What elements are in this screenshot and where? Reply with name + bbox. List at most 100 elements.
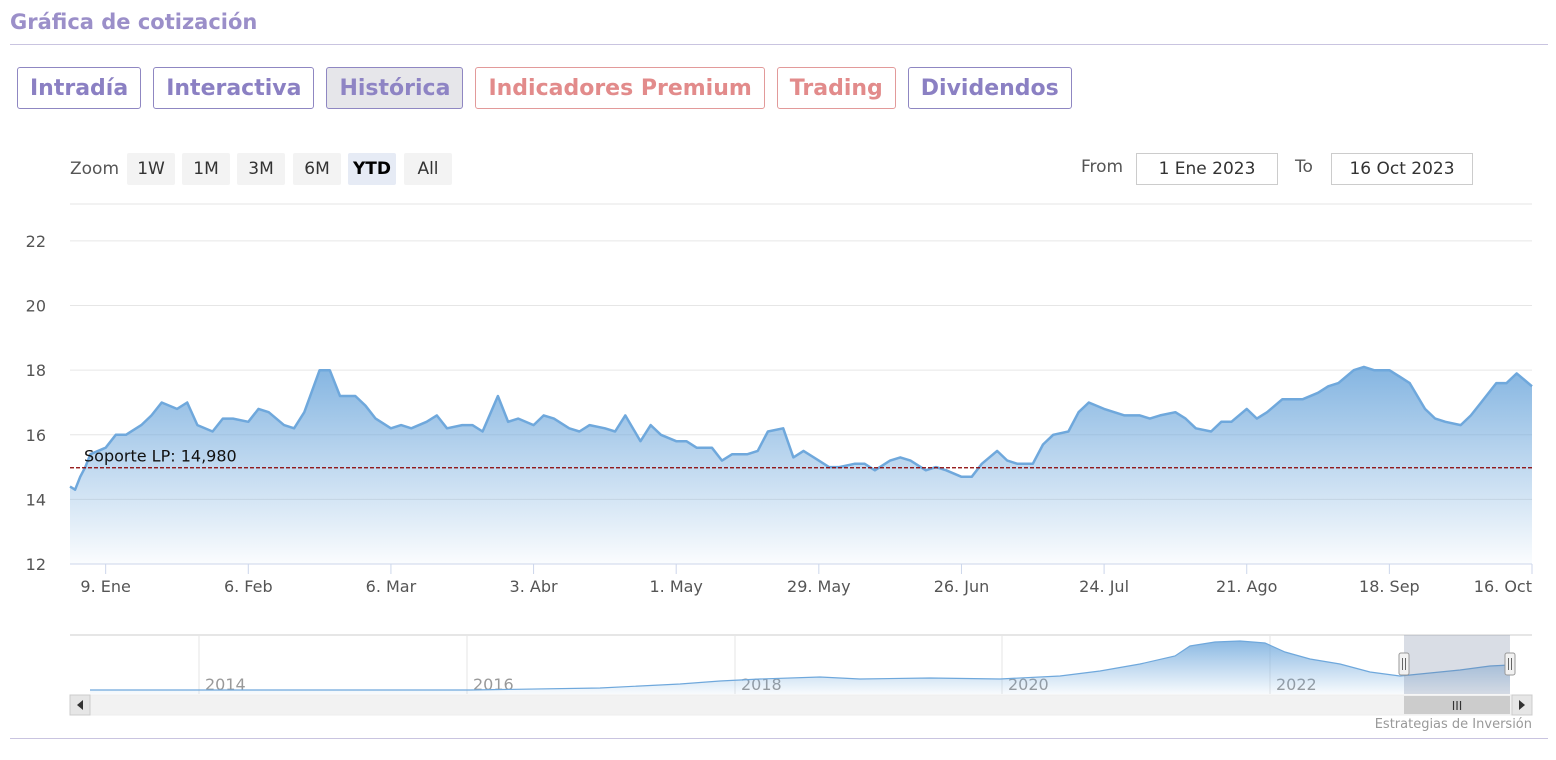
price-point — [588, 424, 591, 427]
price-point — [232, 417, 235, 420]
tab-trading[interactable]: Trading — [776, 67, 896, 109]
price-point — [568, 427, 571, 430]
price-point — [283, 424, 286, 427]
price-point — [1459, 424, 1462, 427]
price-point — [1495, 382, 1498, 385]
price-point — [79, 475, 82, 478]
price-point — [1123, 414, 1126, 417]
price-point — [1301, 398, 1304, 401]
support-label: Soporte LP: 14,980 — [84, 447, 237, 466]
navigator-handle[interactable] — [1398, 652, 1410, 676]
x-tick-label: 6. Feb — [224, 577, 273, 596]
scrollbar-grip-label: III — [1452, 699, 1463, 713]
zoom-button-ytd[interactable]: YTD — [348, 153, 396, 185]
price-point — [1184, 417, 1187, 420]
price-point — [1388, 369, 1391, 372]
price-point — [211, 430, 214, 433]
price-point — [1194, 427, 1197, 430]
x-tick-label: 1. May — [649, 577, 702, 596]
price-point — [1103, 407, 1106, 410]
to-label: To — [1295, 157, 1313, 177]
navigator-selection — [1404, 635, 1510, 694]
zoom-button-3m[interactable]: 3M — [237, 153, 285, 185]
price-point — [1113, 411, 1116, 414]
price-point — [1531, 385, 1534, 388]
price-point — [507, 420, 510, 423]
price-point — [1230, 420, 1233, 423]
price-point — [1087, 401, 1090, 404]
price-point — [446, 427, 449, 430]
price-point — [731, 453, 734, 456]
chart-tabs: Intradía Interactiva Histórica Indicador… — [17, 67, 1072, 109]
price-point — [578, 430, 581, 433]
bottom-divider — [10, 738, 1548, 739]
navigator-year-label: 2014 — [205, 675, 246, 694]
to-date-input[interactable]: 16 Oct 2023 — [1331, 153, 1473, 185]
price-point — [303, 411, 306, 414]
x-tick-label: 9. Ene — [80, 577, 130, 596]
price-point — [125, 433, 128, 436]
price-point — [1444, 420, 1447, 423]
price-point — [766, 430, 769, 433]
price-point — [389, 427, 392, 430]
tab-intradia[interactable]: Intradía — [17, 67, 142, 109]
tab-indicadores-premium[interactable]: Indicadores Premium — [475, 67, 765, 109]
tab-interactiva[interactable]: Interactiva — [153, 67, 315, 109]
price-point — [685, 440, 688, 443]
price-point — [354, 395, 357, 398]
price-point — [140, 424, 143, 427]
price-point — [196, 424, 199, 427]
price-area — [70, 366, 1532, 564]
price-point — [1408, 382, 1411, 385]
price-point — [1291, 398, 1294, 401]
price-point — [960, 475, 963, 478]
price-point — [318, 369, 321, 372]
price-point — [257, 407, 260, 410]
price-point — [1398, 375, 1401, 378]
price-point — [425, 420, 428, 423]
price-point — [649, 424, 652, 427]
x-tick-label: 29. May — [787, 577, 851, 596]
price-point — [980, 462, 983, 465]
from-date-input[interactable]: 1 Ene 2023 — [1136, 153, 1278, 185]
y-tick-label: 12 — [26, 555, 46, 574]
from-label: From — [1081, 157, 1124, 177]
zoom-button-6m[interactable]: 6M — [293, 153, 341, 185]
price-point — [639, 440, 642, 443]
price-point — [74, 488, 77, 491]
credits-text[interactable]: Estrategias de Inversión — [1374, 717, 1532, 732]
tab-historica[interactable]: Histórica — [326, 67, 464, 109]
price-point — [247, 420, 250, 423]
x-tick-label: 3. Abr — [510, 577, 558, 596]
scrollbar-track[interactable] — [69, 694, 1533, 716]
price-point — [150, 414, 153, 417]
price-point — [517, 417, 520, 420]
price-point — [364, 404, 367, 407]
price-point — [899, 456, 902, 459]
price-point — [603, 427, 606, 430]
price-point — [186, 401, 189, 404]
price-point — [293, 427, 296, 430]
x-tick-label: 16. Oct — [1474, 577, 1532, 596]
zoom-button-1w[interactable]: 1W — [127, 153, 175, 185]
price-point — [945, 469, 948, 472]
price-point — [1148, 417, 1151, 420]
price-point — [1077, 411, 1080, 414]
price-point — [710, 446, 713, 449]
price-point — [659, 433, 662, 436]
tab-dividendos[interactable]: Dividendos — [907, 67, 1072, 109]
navigator-handle[interactable] — [1504, 652, 1516, 676]
scrollbar-thumb[interactable] — [1404, 696, 1510, 714]
x-tick-label: 26. Jun — [934, 577, 990, 596]
price-point — [221, 417, 224, 420]
zoom-button-all[interactable]: All — [404, 153, 452, 185]
price-point — [532, 424, 535, 427]
price-point — [1362, 365, 1365, 368]
price-point — [817, 459, 820, 462]
x-tick-label: 6. Mar — [366, 577, 417, 596]
navigator-line — [90, 640, 1511, 691]
zoom-button-1m[interactable]: 1M — [182, 153, 230, 185]
price-point — [1505, 382, 1508, 385]
title-divider — [10, 44, 1548, 45]
